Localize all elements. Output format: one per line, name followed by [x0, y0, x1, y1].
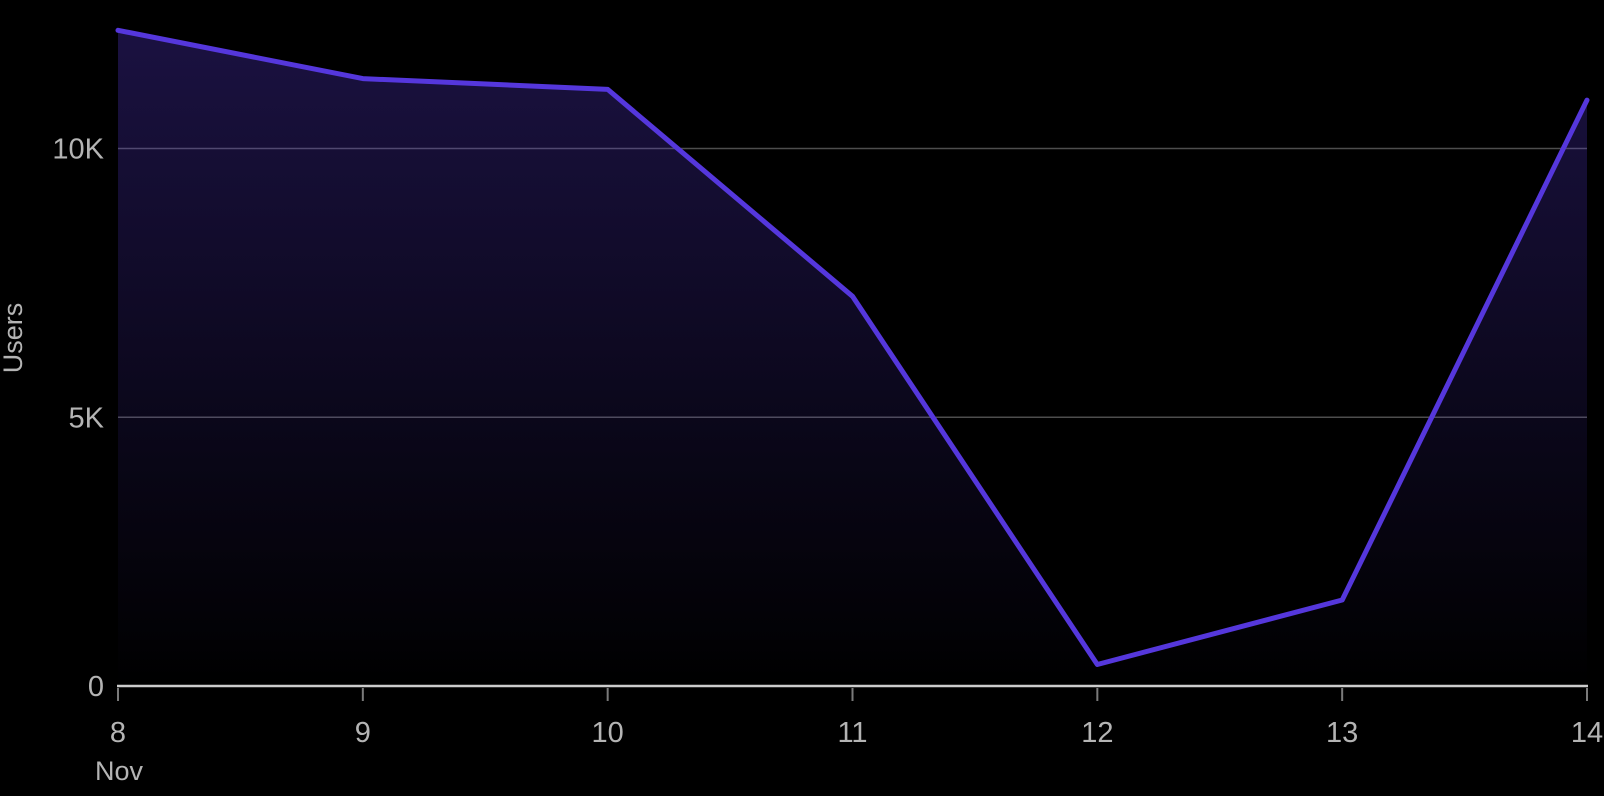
y-tick-label: 0 — [88, 671, 104, 703]
x-axis-month-label: Nov — [95, 756, 144, 786]
y-tick-label: 5K — [69, 402, 105, 434]
x-tick-label: 11 — [837, 717, 867, 749]
axis-labels-group: 8 9 10 11 12 13 14 0 5K 10K — [52, 134, 1603, 750]
x-tick-label: 12 — [1081, 717, 1113, 749]
y-tick-label: 10K — [52, 134, 104, 166]
area-fill — [118, 30, 1587, 687]
x-tick-label: 14 — [1571, 717, 1603, 749]
axes-group — [117, 684, 1588, 701]
y-axis-title: Users — [0, 303, 28, 374]
x-tick-label: 10 — [592, 717, 624, 749]
x-tick-label: 13 — [1326, 717, 1358, 749]
x-tick-label: 8 — [110, 717, 126, 749]
x-tick-label: 9 — [355, 717, 371, 749]
series-group — [115, 27, 1590, 687]
series-line — [115, 27, 1590, 667]
